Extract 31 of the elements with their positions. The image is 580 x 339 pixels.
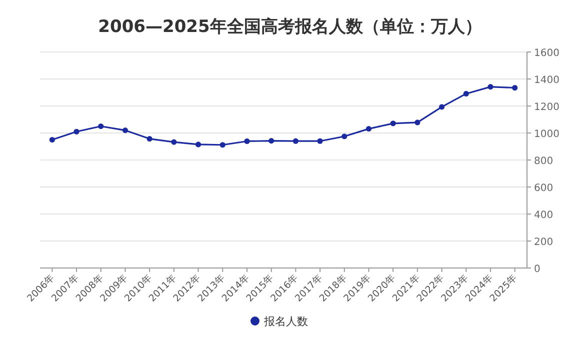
y-tick-label: 800 (534, 156, 554, 167)
point (366, 126, 372, 132)
point (195, 142, 202, 148)
y-tick-label: 200 (534, 237, 554, 248)
y-tick-label: 0 (534, 264, 540, 275)
point (342, 134, 348, 140)
point (146, 136, 152, 142)
point (317, 138, 323, 144)
y-tick-label: 400 (534, 210, 554, 221)
point (268, 138, 274, 144)
point (414, 120, 420, 126)
point (220, 142, 226, 148)
y-tick-label: 1000 (534, 129, 560, 140)
point (171, 139, 177, 145)
point (244, 138, 250, 144)
point (488, 84, 494, 90)
point (292, 138, 298, 144)
point (74, 128, 80, 134)
point (122, 128, 128, 134)
y-tick-label: 600 (534, 183, 554, 194)
chart-title: 2006—2025年全国高考报名人数（单位：万人） (98, 17, 482, 37)
y-tick-label: 1600 (534, 48, 560, 59)
point (49, 136, 55, 143)
point (390, 120, 396, 126)
point (438, 104, 445, 110)
legend-label: 报名人数 (263, 315, 308, 328)
point (463, 90, 469, 97)
y-tick-label: 1200 (534, 102, 560, 113)
point (98, 123, 104, 130)
point (512, 84, 518, 91)
y-tick-label: 1400 (534, 75, 560, 86)
